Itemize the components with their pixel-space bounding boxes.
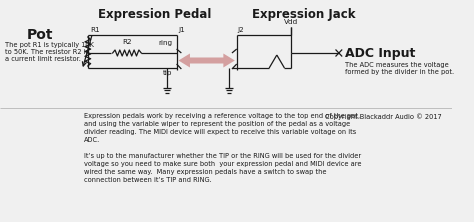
Text: It’s up to the manufacturer whether the TIP or the RING will be used for the div: It’s up to the manufacturer whether the … <box>84 153 362 183</box>
Text: Pot: Pot <box>27 28 53 42</box>
Text: R2: R2 <box>122 39 132 45</box>
Text: tip: tip <box>163 70 173 76</box>
Text: J1: J1 <box>179 27 185 33</box>
Text: Expression Pedal: Expression Pedal <box>98 8 211 21</box>
Polygon shape <box>179 54 235 67</box>
Text: ring: ring <box>159 40 173 46</box>
Text: Expression Jack: Expression Jack <box>252 8 356 21</box>
Text: The ADC measures the voltage
formed by the divider in the pot.: The ADC measures the voltage formed by t… <box>345 62 454 75</box>
Text: J2: J2 <box>237 27 245 33</box>
Text: R1: R1 <box>91 27 100 33</box>
Text: Copyright Blackaddr Audio © 2017: Copyright Blackaddr Audio © 2017 <box>325 113 441 120</box>
Text: Vdd: Vdd <box>284 19 298 25</box>
Text: ADC Input: ADC Input <box>345 46 415 59</box>
Text: Expression pedals work by receiving a reference voltage to the top end of the po: Expression pedals work by receiving a re… <box>84 113 360 143</box>
Text: The pot R1 is typically 10K
to 50K. The resistor R2 is
a current limit resistor.: The pot R1 is typically 10K to 50K. The … <box>5 42 94 62</box>
